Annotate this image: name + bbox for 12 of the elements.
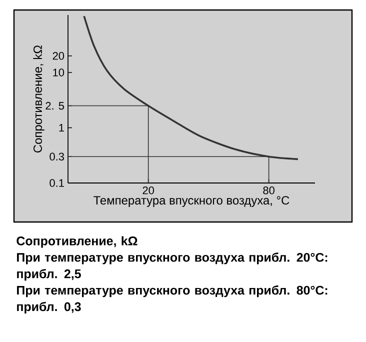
y-tick-label: 20 xyxy=(52,52,64,60)
y-tick-label: 0.1 xyxy=(50,179,64,187)
y-tick-label: 1 xyxy=(59,124,64,132)
y-tick-label: 2. 5 xyxy=(46,102,64,110)
text: Сопротивление, kΩ xyxy=(16,236,138,248)
text: При температуре впускного воздуха прибл. 20°C: прибл. 2,5 xyxy=(17,252,328,281)
x-tick-label: 80 xyxy=(263,186,274,194)
text: При температуре впускного воздуха прибл. 80°C: прибл. 0,3 xyxy=(17,285,328,314)
y-tick-label: 0.3 xyxy=(50,152,64,161)
x-axis-title: Температура впускного воздуха, °C xyxy=(94,196,290,207)
y-tick-label: 10 xyxy=(53,68,64,76)
y-axis-title: Сопротивление, kΩ xyxy=(33,45,44,152)
